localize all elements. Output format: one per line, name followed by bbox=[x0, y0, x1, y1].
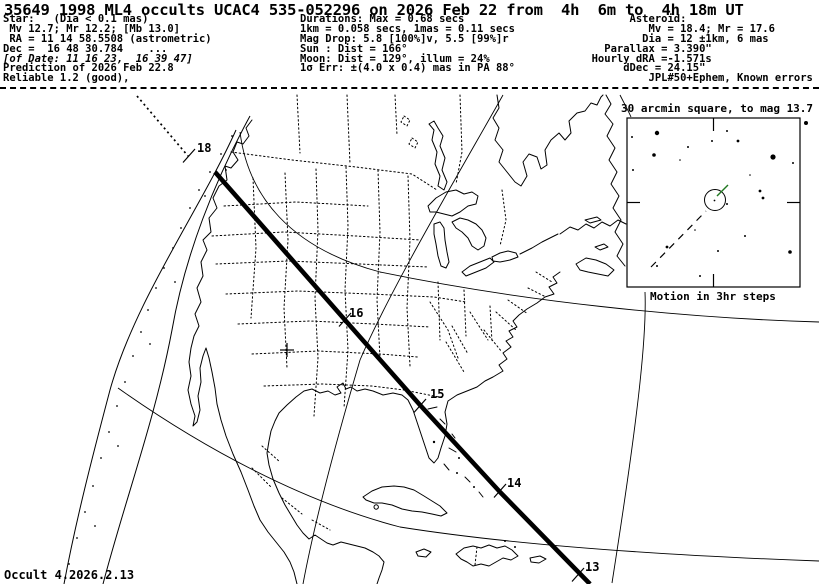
event-info-line: 1km = 0.058 secs, 1mas = 0.11 secs bbox=[300, 22, 515, 35]
asteroid-info-line: dDec = 24.15" bbox=[560, 62, 706, 75]
event-info-line: 1σ Err: ±(4.0 x 0.4) mas in PA 88° bbox=[300, 62, 515, 75]
path-tick bbox=[338, 312, 352, 327]
star-info-line: Star: (Dia < 0.1 mas) bbox=[3, 13, 149, 25]
star-info-line: Prediction of 2026 Feb 22.8 bbox=[3, 62, 174, 75]
event-info-line: Moon: Dist = 129°, illum = 24% bbox=[300, 52, 490, 65]
star-chart-inset: 30 arcmin square, to mag 13.7 bbox=[621, 102, 813, 303]
path-tick-label: 14 bbox=[507, 476, 521, 490]
caribbean-islands bbox=[362, 406, 547, 567]
asteroid-info-line: Dia = 12 ±1km, 6 mas bbox=[560, 32, 769, 45]
asteroid-info-line: Asteroid: bbox=[560, 13, 687, 25]
horizon-limit-curves bbox=[63, 115, 251, 584]
inset-caption: Motion in 3hr steps bbox=[650, 290, 776, 303]
coastlines bbox=[187, 94, 627, 584]
target-star-circle bbox=[704, 189, 726, 211]
event-info-block: Durations: Max = 0.68 secs 1km = 0.058 s… bbox=[300, 13, 515, 75]
path-tick bbox=[571, 567, 585, 582]
page-title: 35649 1998 ML4 occults UCAC4 535-052296 … bbox=[4, 1, 744, 19]
path-tick bbox=[413, 398, 427, 413]
asteroid-info-line: JPL#50+Ephem, Known errors bbox=[560, 72, 813, 85]
path-tick-label: 16 bbox=[349, 306, 363, 320]
horizon-band-speckles bbox=[68, 135, 233, 565]
graticule-lines bbox=[117, 94, 819, 584]
occultation-path bbox=[213, 170, 592, 584]
event-info-line: Sun : Dist = 166° bbox=[300, 42, 408, 55]
path-tick-label: 15 bbox=[430, 387, 444, 401]
star-info-line: [of Date: 11 16 23, 16 39 47] bbox=[3, 52, 193, 65]
path-tick bbox=[493, 483, 507, 498]
path-tick-label: 18 bbox=[197, 141, 211, 155]
motion-vector-green bbox=[716, 184, 729, 197]
inset-title: 30 arcmin square, to mag 13.7 bbox=[621, 102, 813, 115]
path-tick-label: 13 bbox=[585, 560, 599, 574]
path-tick bbox=[182, 148, 196, 163]
inset-frame bbox=[626, 117, 801, 288]
asteroid-info-block: Asteroid: Mv = 18.4; Mr = 17.6 Dia = 12 … bbox=[560, 13, 813, 85]
header-separator bbox=[0, 87, 819, 89]
star-info-block: Star: (Dia < 0.1 mas) Mv 12.7; Mr 12.2; … bbox=[3, 13, 212, 85]
asteroid-info-line: Parallax = 3.390" bbox=[560, 42, 712, 55]
star-info-line: Mv 12.7; Mr 12.2; [Mb 13.0] bbox=[3, 22, 181, 35]
inset-star-dots bbox=[631, 121, 808, 277]
software-version: Occult 4.2026.2.13 bbox=[4, 568, 135, 582]
event-info-line: Durations: Max = 0.68 secs bbox=[300, 13, 465, 25]
state-borders bbox=[211, 94, 553, 566]
asteroid-info-line: Hourly dRA =-1.571s bbox=[560, 52, 712, 65]
asteroid-info-line: Mv = 18.4; Mr = 17.6 bbox=[560, 22, 775, 35]
motion-track-dashed bbox=[650, 210, 707, 268]
event-info-line: Mag Drop: 5.8 [100%]v, 5.5 [99%]r bbox=[300, 32, 509, 45]
site-marker bbox=[280, 343, 294, 357]
target-star bbox=[713, 199, 716, 202]
great-lakes bbox=[427, 120, 519, 277]
path-time-ticks: 18 16 15 14 13 bbox=[182, 141, 599, 582]
star-info-line: Dec = 16 48 30.784 ... bbox=[3, 42, 168, 55]
occultation-path-extension bbox=[136, 95, 189, 157]
star-info-line: RA = 11 14 58.5508 (astrometric) bbox=[3, 32, 212, 45]
star-info-line: Reliable 1.2 (good), bbox=[3, 72, 130, 85]
